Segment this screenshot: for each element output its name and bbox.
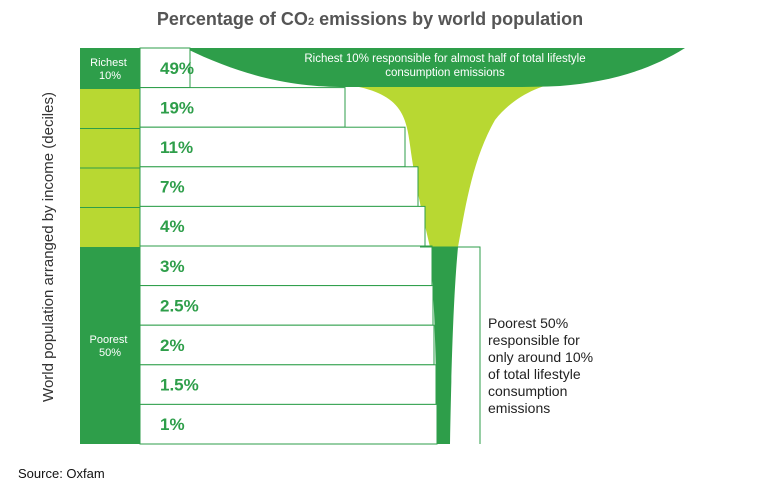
row-box xyxy=(139,205,426,247)
row-value-label: 11% xyxy=(160,138,193,157)
row-box xyxy=(139,87,346,128)
richest-label: Richest 10% xyxy=(90,57,130,82)
title-rest: emissions by world population xyxy=(314,9,583,29)
title-subscript: 2 xyxy=(308,16,314,28)
funnel-top-section xyxy=(185,48,685,87)
richest-annotation-line: Richest 10% responsible for almost half … xyxy=(304,53,585,65)
group-column xyxy=(80,48,140,444)
row-value-label: 2% xyxy=(160,336,185,355)
funnel-light-section xyxy=(300,82,560,247)
row-value-label: 1.5% xyxy=(160,376,199,395)
row-value-label: 1% xyxy=(160,415,185,434)
row-box xyxy=(139,403,438,445)
chart-title: Percentage of CO2 emissions by world pop… xyxy=(157,9,583,29)
richest-annotation-line: consumption emissions xyxy=(385,67,505,79)
poorest-annotation-line: of total lifestyle xyxy=(488,366,581,382)
rows: 49% 19% 11% 7% 4% 3% 2.5% 2% 1.5% 1% xyxy=(139,47,438,445)
title-main: Percentage of CO xyxy=(157,9,308,29)
row-value-label: 19% xyxy=(160,98,194,117)
row-box xyxy=(139,324,435,366)
row-value-label: 49% xyxy=(160,59,194,78)
row-box xyxy=(139,285,434,326)
row-box xyxy=(139,47,191,89)
poorest-annotation: Poorest 50% responsible for only around 10… xyxy=(488,315,593,416)
row-box xyxy=(139,126,406,168)
poorest-annotation-line: Poorest 50% xyxy=(488,315,568,331)
row-value-label: 7% xyxy=(160,178,185,197)
row-box xyxy=(139,166,419,207)
row-value-label: 2.5% xyxy=(160,296,199,315)
funnel-stem xyxy=(430,247,458,444)
poorest-label: Poorest 50% xyxy=(90,334,131,359)
poorest-bracket xyxy=(420,246,481,444)
poorest-group-block xyxy=(80,247,140,444)
source-note: Source: Oxfam xyxy=(18,466,105,481)
richest-annotation: Richest 10% responsible for almost half … xyxy=(304,53,585,79)
richest-group-block xyxy=(80,48,140,89)
y-axis-label: World population arranged by income (dec… xyxy=(40,92,57,402)
poorest-annotation-line: consumption xyxy=(488,383,567,399)
poorest-annotation-line: only around 10% xyxy=(488,349,593,365)
poorest-annotation-line: emissions xyxy=(488,400,550,416)
poorest-annotation-line: responsible for xyxy=(488,332,580,348)
row-box xyxy=(139,364,437,405)
funnel xyxy=(185,48,685,444)
row-box xyxy=(139,245,433,287)
row-value-label: 3% xyxy=(160,257,185,276)
row-value-label: 4% xyxy=(160,217,185,236)
